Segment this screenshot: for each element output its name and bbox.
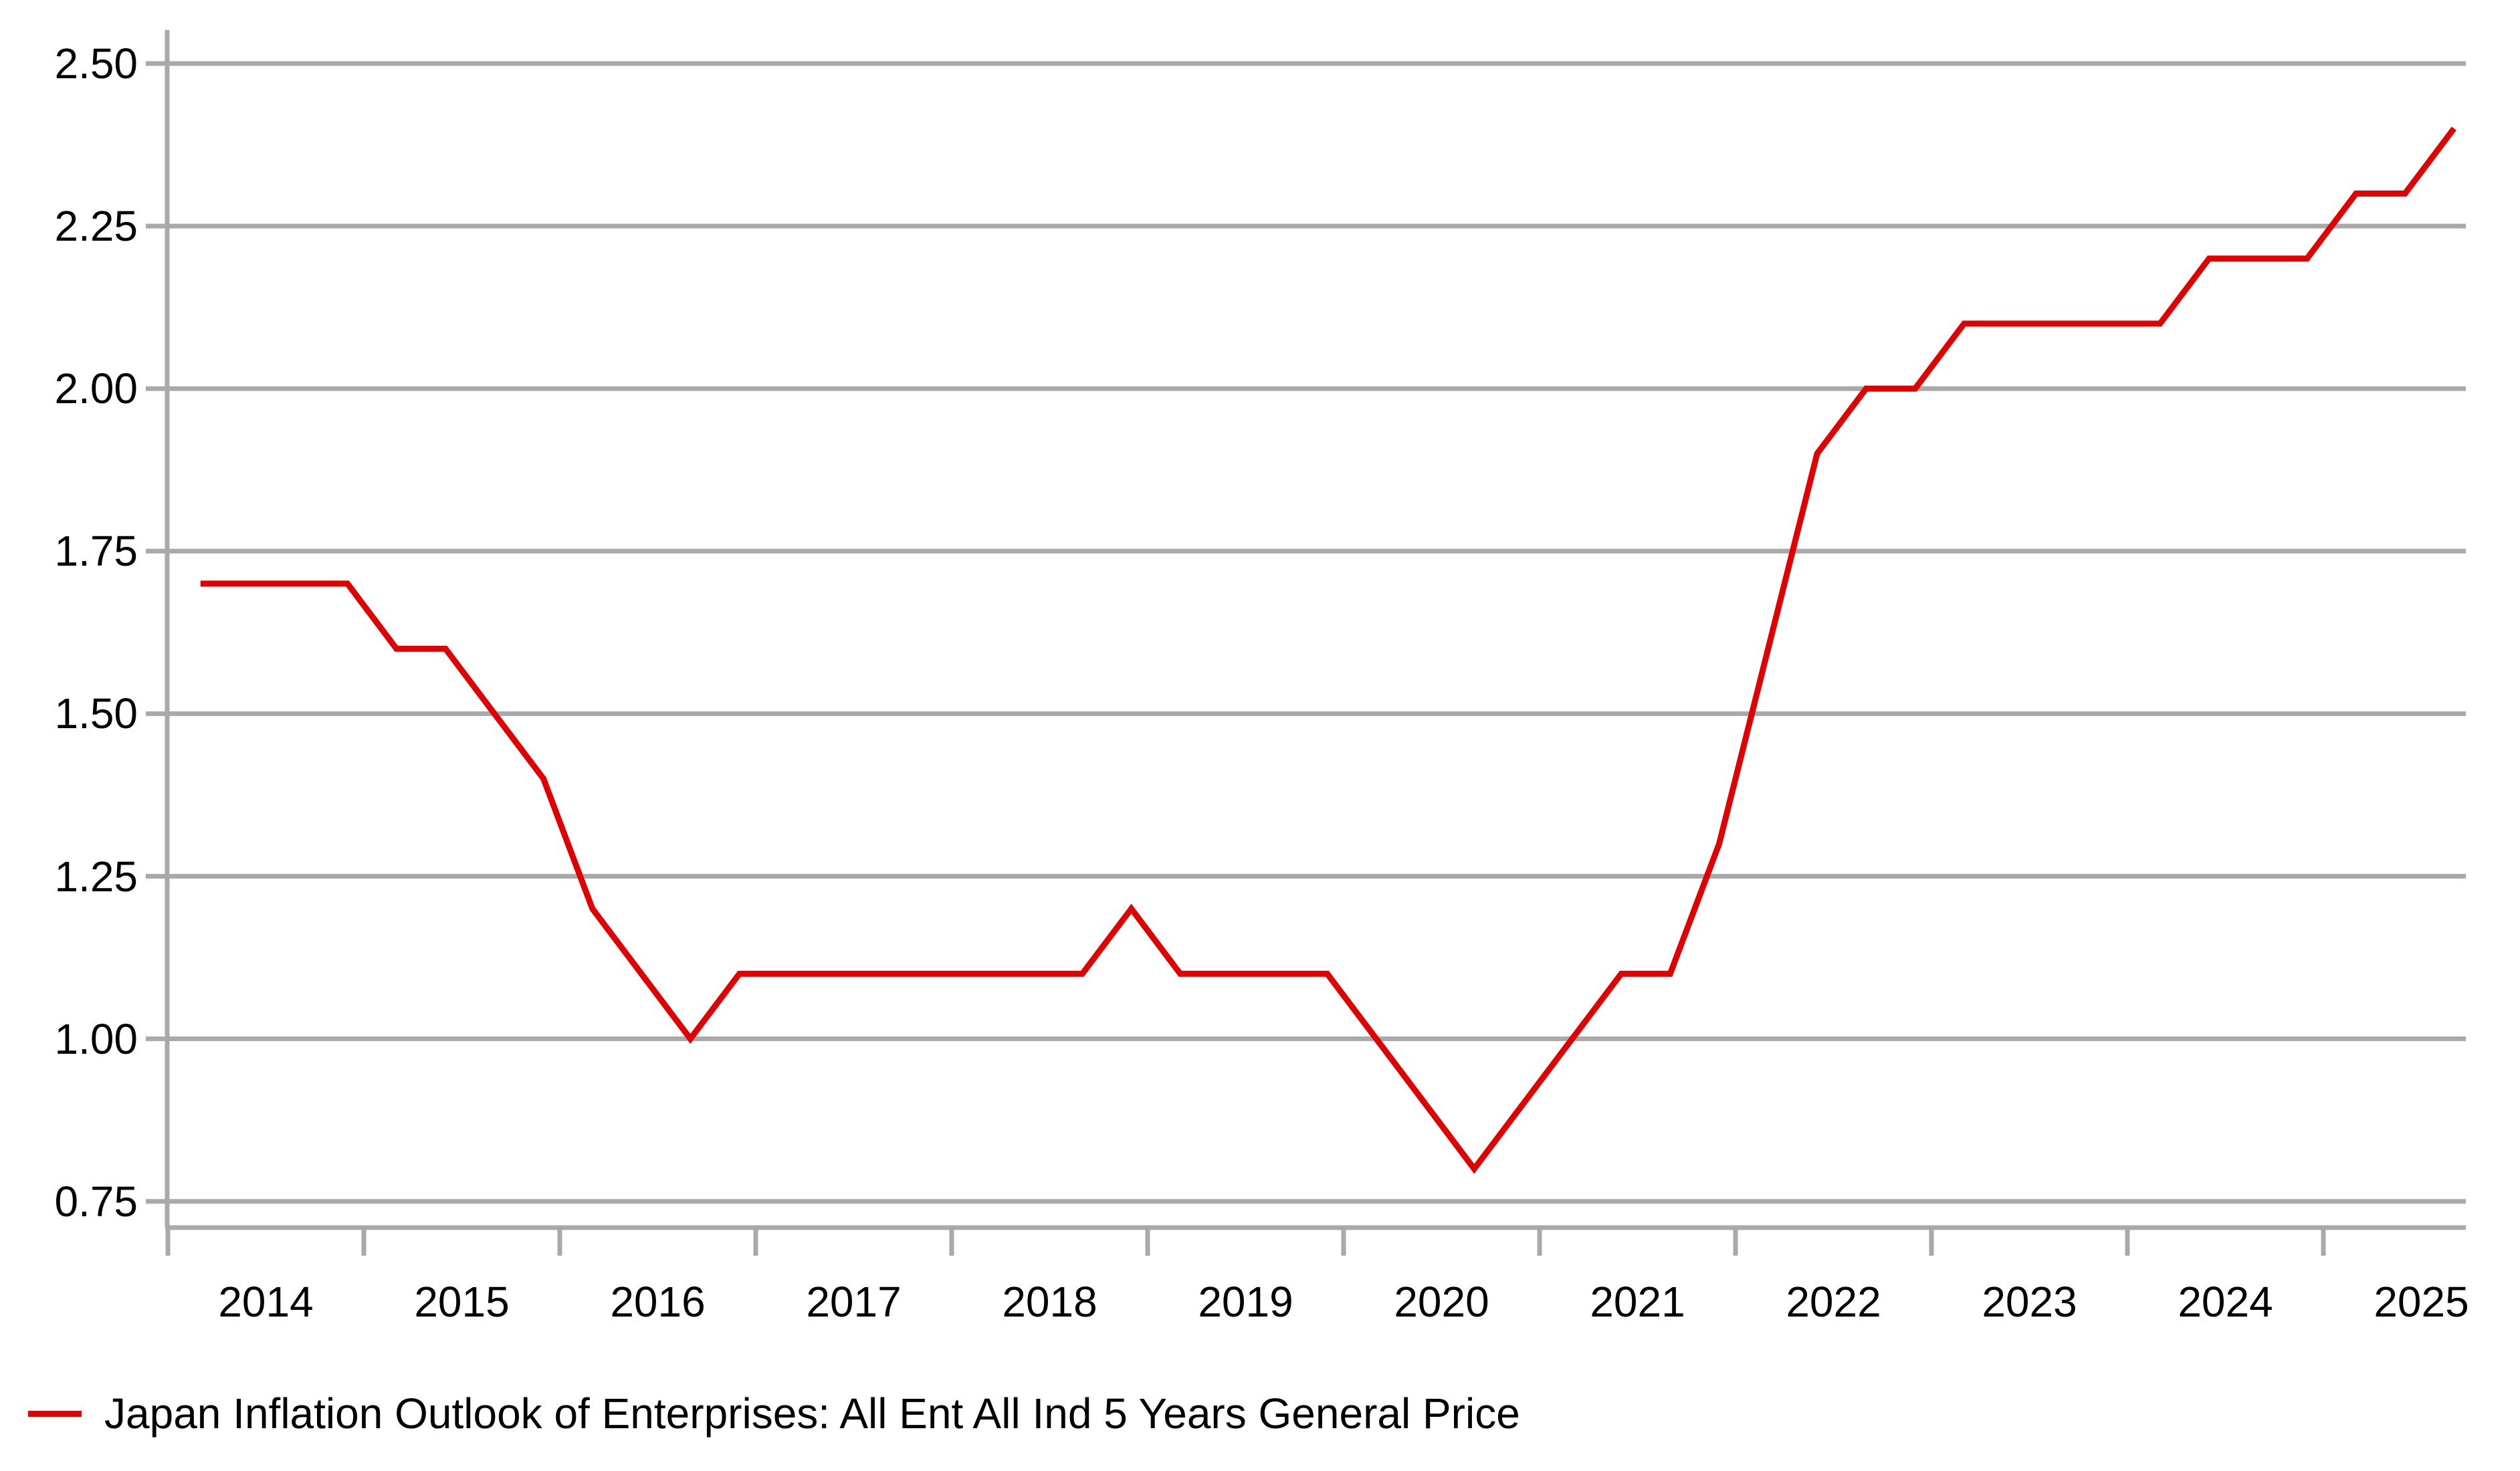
y-axis-tick-label: 2.50: [54, 39, 138, 88]
x-axis-tick-label: 2022: [1786, 1278, 1881, 1326]
x-axis-tick-label: 2014: [218, 1278, 314, 1326]
y-axis-tick-label: 0.75: [54, 1177, 138, 1226]
y-axis-tick-label: 2.25: [54, 202, 138, 251]
x-axis-tick-label: 2025: [2374, 1278, 2469, 1326]
y-axis-tick-label: 1.00: [54, 1014, 138, 1063]
y-axis-tick-label: 1.50: [54, 689, 138, 738]
legend-line-swatch: [28, 1410, 82, 1417]
y-axis-tick-label: 2.00: [54, 364, 138, 413]
x-axis-tick-label: 2015: [414, 1278, 510, 1326]
x-axis-tick-label: 2021: [1590, 1278, 1685, 1326]
x-axis-tick-label: 2024: [2178, 1278, 2273, 1326]
y-axis-tick-label: 1.25: [54, 852, 138, 901]
x-axis-tick-label: 2018: [1002, 1278, 1097, 1326]
x-axis-tick-label: 2023: [1982, 1278, 2077, 1326]
x-axis-tick-label: 2016: [610, 1278, 706, 1326]
legend: Japan Inflation Outlook of Enterprises: …: [28, 1385, 1520, 1442]
x-axis-tick-label: 2019: [1198, 1278, 1293, 1326]
legend-label: Japan Inflation Outlook of Enterprises: …: [104, 1389, 1520, 1438]
x-axis-tick-label: 2020: [1394, 1278, 1489, 1326]
y-axis-tick-label: 1.75: [54, 527, 138, 576]
x-axis-tick-label: 2017: [806, 1278, 902, 1326]
